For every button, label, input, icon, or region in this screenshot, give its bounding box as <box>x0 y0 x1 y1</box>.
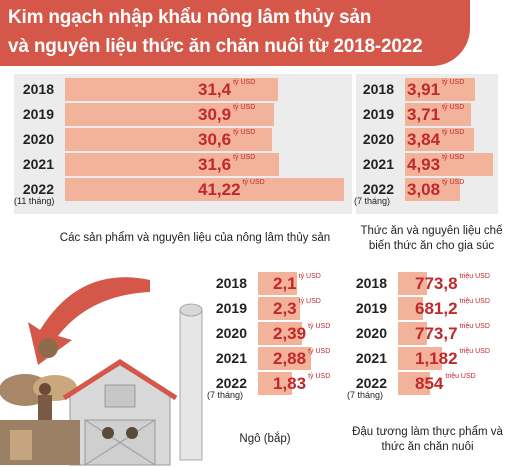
bar-corn-2018 <box>258 272 297 295</box>
unit-label-feed-2020: tỷ USD <box>442 129 465 136</box>
title-line-2: và nguyên liệu thức ăn chăn nuôi từ 2018… <box>8 36 423 57</box>
unit-label-agri-2021: tỷ USD <box>233 154 256 161</box>
bar-soy-2019 <box>398 297 424 320</box>
bar-feed-2020 <box>405 128 474 151</box>
value-label-corn-2018: 2,1 <box>273 274 297 293</box>
bar-corn-2020 <box>258 322 302 345</box>
value-label-corn-2019: 2,3 <box>273 299 297 318</box>
year-label-soy-2020: 2020 <box>355 325 387 341</box>
unit-label-agri-2019: tỷ USD <box>233 104 256 111</box>
unit-label-corn-2021: tỷ USD <box>308 348 331 355</box>
unit-label-soy-2022: triệu USD <box>445 373 476 380</box>
year-label-agri-2019: 2019 <box>22 106 54 122</box>
year-label-soy-2021: 2021 <box>355 350 387 366</box>
value-label-corn-2020: 2,39 <box>273 324 307 343</box>
year-label-corn-2020: 2020 <box>215 325 247 341</box>
year-label-corn-2022: 2022 <box>215 375 247 391</box>
unit-label-feed-2018: tỷ USD <box>442 79 465 86</box>
year-note-agri-2022: (11 tháng) <box>14 196 55 206</box>
year-label-feed-2020: 2020 <box>362 131 394 147</box>
year-label-feed-2018: 2018 <box>362 81 394 97</box>
value-label-corn-2021: 2,88 <box>273 349 307 368</box>
unit-label-corn-2020: tỷ USD <box>308 323 331 330</box>
caption-feed: Thức ăn và nguyên liệu chế biến thức ăn … <box>360 225 503 252</box>
unit-label-feed-2022: tỷ USD <box>442 179 465 186</box>
bar-agri-2019 <box>65 103 275 126</box>
bar-agri-2021 <box>65 153 279 176</box>
caption-corn: Ngô (bắp) <box>239 433 291 445</box>
value-label-agri-2019: 30,9 <box>198 105 232 124</box>
unit-label-soy-2018: triệu USD <box>459 273 490 280</box>
bar-feed-2021 <box>405 153 493 176</box>
unit-label-agri-2022: tỷ USD <box>242 179 265 186</box>
bar-feed-2018 <box>405 78 475 101</box>
year-note-corn-2022: (7 tháng) <box>207 390 244 400</box>
year-label-soy-2022: 2022 <box>355 375 387 391</box>
year-label-agri-2022: 2022 <box>22 181 54 197</box>
value-label-soy-2022: 854 <box>415 374 444 393</box>
year-note-feed-2022: (7 tháng) <box>354 196 391 206</box>
year-label-feed-2022: 2022 <box>362 181 394 197</box>
title-banner: Kim ngạch nhập khẩu nông lâm thủy sản và… <box>0 0 470 66</box>
value-label-feed-2021: 4,93 <box>407 155 441 174</box>
year-label-agri-2020: 2020 <box>22 131 54 147</box>
value-label-soy-2018: 773,8 <box>415 274 458 293</box>
year-label-feed-2021: 2021 <box>362 156 394 172</box>
value-label-agri-2022: 41,22 <box>198 180 241 199</box>
value-label-feed-2019: 3,71 <box>407 105 441 124</box>
caption-soy: Đậu tương làm thực phẩm và thức ăn chăn … <box>352 426 503 453</box>
unit-label-feed-2021: tỷ USD <box>442 154 465 161</box>
unit-label-agri-2018: tỷ USD <box>233 79 256 86</box>
title-line-1: Kim ngạch nhập khẩu nông lâm thủy sản <box>8 7 372 28</box>
bar-corn-2019 <box>258 297 301 320</box>
unit-label-soy-2021: triệu USD <box>459 348 490 355</box>
bar-feed-2019 <box>405 103 472 126</box>
unit-label-corn-2022: tỷ USD <box>308 373 331 380</box>
bar-agri-2020 <box>65 128 273 151</box>
farm-illustration <box>0 277 203 466</box>
unit-label-corn-2018: tỷ USD <box>298 273 321 280</box>
curved-arrow-icon <box>28 277 150 365</box>
bar-agri-2018 <box>65 78 278 101</box>
bar-soy-2022 <box>398 372 430 395</box>
silo-icon <box>179 309 203 461</box>
bar-soy-2021 <box>398 347 442 370</box>
value-label-agri-2018: 31,4 <box>198 80 232 99</box>
year-label-corn-2018: 2018 <box>215 275 247 291</box>
value-label-soy-2020: 773,7 <box>415 324 458 343</box>
unit-label-corn-2019: tỷ USD <box>298 298 321 305</box>
bar-corn-2022 <box>258 372 292 395</box>
year-label-feed-2019: 2019 <box>362 106 394 122</box>
value-label-feed-2018: 3,91 <box>407 80 441 99</box>
bar-soy-2018 <box>398 272 427 295</box>
year-label-corn-2021: 2021 <box>215 350 247 366</box>
unit-label-agri-2020: tỷ USD <box>233 129 256 136</box>
value-label-soy-2019: 681,2 <box>415 299 458 318</box>
value-label-agri-2020: 30,6 <box>198 130 232 149</box>
bar-agri-2022 <box>65 178 344 201</box>
value-label-feed-2020: 3,84 <box>407 130 441 149</box>
value-label-feed-2022: 3,08 <box>407 180 441 199</box>
unit-label-soy-2020: triệu USD <box>459 323 490 330</box>
value-label-corn-2022: 1,83 <box>273 374 307 393</box>
unit-label-soy-2019: triệu USD <box>459 298 490 305</box>
bar-feed-2022 <box>405 178 460 201</box>
unit-label-feed-2019: tỷ USD <box>442 104 465 111</box>
bowl-icon <box>38 338 58 358</box>
value-label-soy-2021: 1,182 <box>415 349 458 368</box>
year-label-soy-2019: 2019 <box>355 300 387 316</box>
caption-agri: Các sản phẩm và nguyên liệu của nông lâm… <box>59 232 331 244</box>
year-label-corn-2019: 2019 <box>215 300 247 316</box>
bar-corn-2021 <box>258 347 311 370</box>
value-label-agri-2021: 31,6 <box>198 155 232 174</box>
year-label-agri-2018: 2018 <box>22 81 54 97</box>
year-label-agri-2021: 2021 <box>22 156 54 172</box>
year-label-soy-2018: 2018 <box>355 275 387 291</box>
bar-soy-2020 <box>398 322 427 345</box>
year-note-soy-2022: (7 tháng) <box>347 390 384 400</box>
